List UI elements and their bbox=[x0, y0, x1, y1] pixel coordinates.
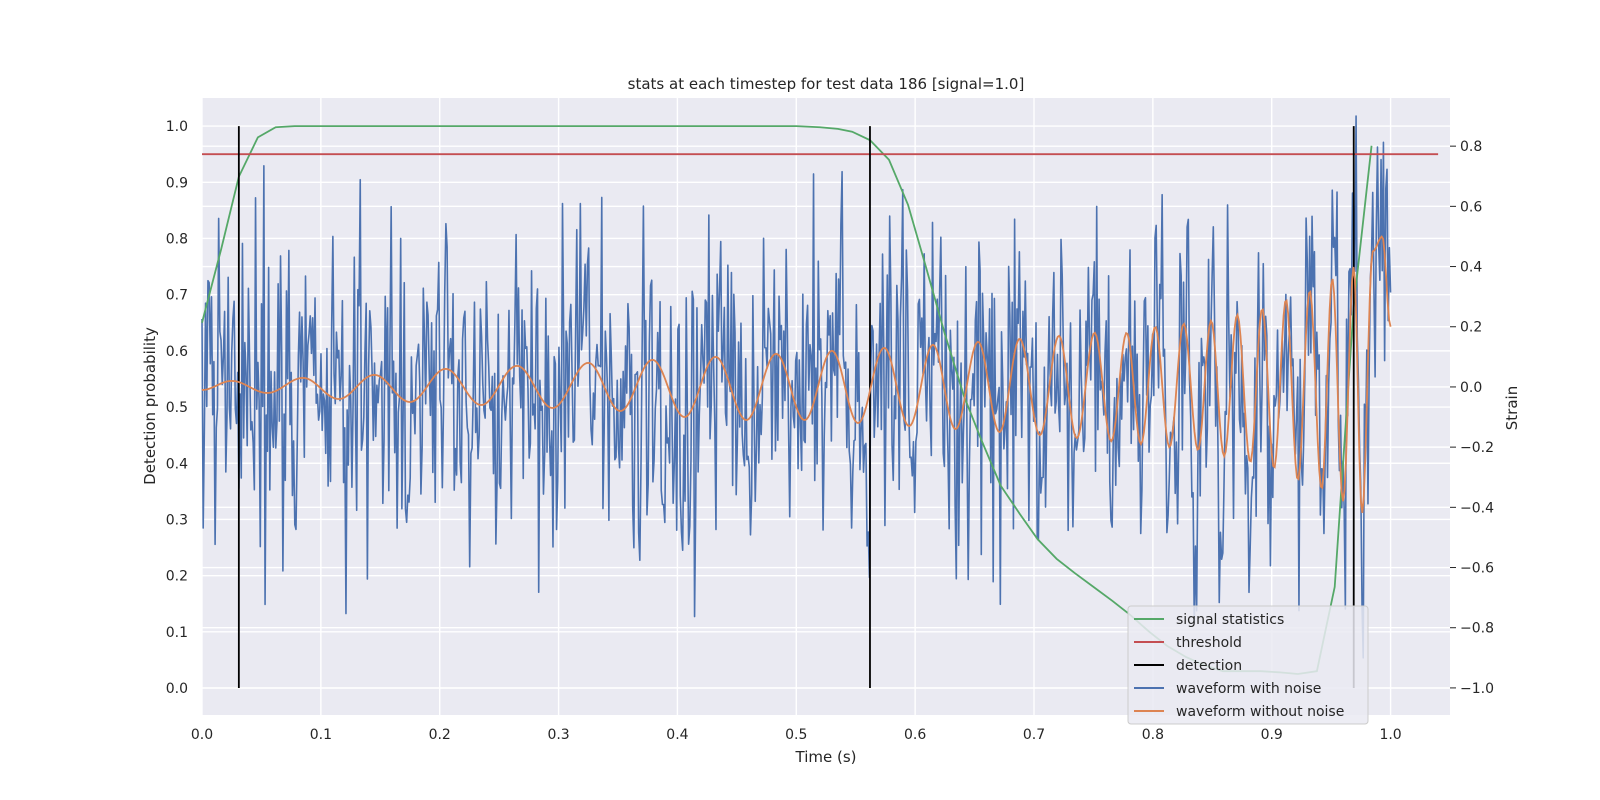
waveform-without-noise-line bbox=[201, 235, 1392, 513]
legend-label-threshold: threshold bbox=[1176, 635, 1242, 651]
y-tick-label: 0.7 bbox=[166, 288, 188, 304]
detection-layer bbox=[237, 126, 1355, 689]
y-right-axis-title: Strain bbox=[1503, 386, 1521, 430]
y-right-tick-label: −0.8 bbox=[1460, 621, 1494, 637]
y-right-tick-label: 0.2 bbox=[1460, 320, 1482, 336]
y-tick-label: 0.5 bbox=[166, 400, 188, 416]
waveform-with-noise-line bbox=[201, 115, 1392, 659]
y-right-tick-label: 0.0 bbox=[1460, 380, 1482, 396]
y-tick-label: 0.4 bbox=[166, 456, 188, 472]
y-right-tick-label: −1.0 bbox=[1460, 681, 1494, 697]
legend-label-waveform-with-noise: waveform with noise bbox=[1176, 681, 1321, 697]
y-axis-title: Detection probability bbox=[141, 327, 159, 485]
x-tick-label: 0.1 bbox=[310, 727, 332, 743]
y-tick-label: 0.8 bbox=[166, 231, 188, 247]
chart-title: stats at each timestep for test data 186… bbox=[628, 75, 1025, 93]
clean-waveform-layer bbox=[201, 235, 1392, 513]
y-tick-label: 1.0 bbox=[166, 119, 188, 135]
y-tick-label: 0.2 bbox=[166, 569, 188, 585]
y-right-tick-label: −0.4 bbox=[1460, 500, 1494, 516]
legend-box bbox=[1127, 605, 1369, 725]
x-tick-label: 0.2 bbox=[429, 727, 451, 743]
x-tick-label: 0.9 bbox=[1261, 727, 1283, 743]
y-right-tick-label: 0.8 bbox=[1460, 139, 1482, 155]
x-tick-label: 0.0 bbox=[191, 727, 213, 743]
x-tick-label: 0.6 bbox=[904, 727, 926, 743]
legend-label-waveform-without-noise: waveform without noise bbox=[1176, 704, 1344, 720]
x-tick-label: 0.5 bbox=[785, 727, 807, 743]
y-tick-label: 0.1 bbox=[166, 625, 188, 641]
y-tick-label: 0.3 bbox=[166, 512, 188, 528]
y-right-tick-label: −0.2 bbox=[1460, 440, 1494, 456]
y-right-tick-label: −0.6 bbox=[1460, 561, 1494, 577]
x-tick-label: 0.3 bbox=[547, 727, 569, 743]
legend: signal statistics threshold detection wa… bbox=[1127, 605, 1369, 725]
legend-label-detection: detection bbox=[1176, 658, 1242, 674]
y-tick-label: 0.0 bbox=[166, 681, 188, 697]
x-tick-label: 0.4 bbox=[666, 727, 688, 743]
legend-label-signal-statistics: signal statistics bbox=[1176, 612, 1284, 628]
noisy-waveform-layer bbox=[201, 115, 1392, 659]
y-right-tick-label: 0.6 bbox=[1460, 199, 1482, 215]
y-tick-label: 0.9 bbox=[166, 175, 188, 191]
x-tick-label: 1.0 bbox=[1379, 727, 1401, 743]
y-right-tick-label: 0.4 bbox=[1460, 260, 1482, 276]
ticks-layer: 0.0 0.1 0.2 0.3 0.4 0.5 0.6 0.7 0.8 0.9 1.0 0.0 0.1 0… bbox=[166, 119, 1494, 743]
y-tick-label: 0.6 bbox=[166, 344, 188, 360]
x-axis-title: Time (s) bbox=[795, 748, 857, 766]
x-tick-label: 0.8 bbox=[1142, 727, 1164, 743]
x-tick-label: 0.7 bbox=[1023, 727, 1045, 743]
